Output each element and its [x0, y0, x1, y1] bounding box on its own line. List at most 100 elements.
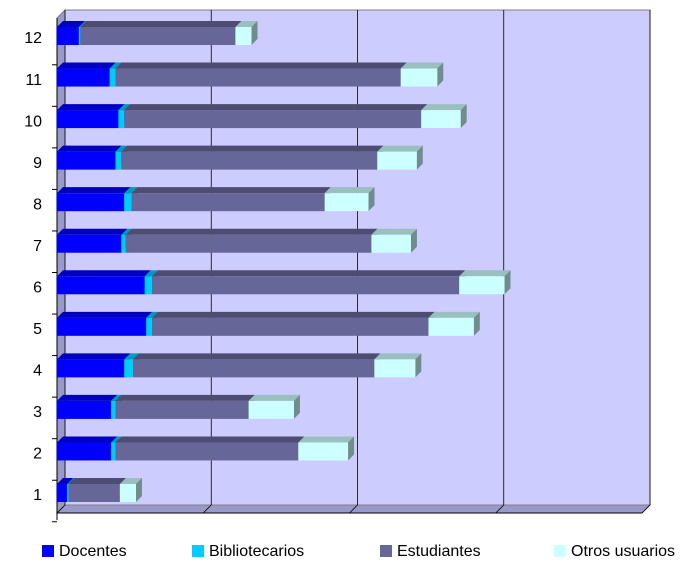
bar-top: [324, 187, 375, 194]
bar-top: [67, 478, 75, 484]
bar-top: [121, 228, 132, 235]
bar-top: [400, 62, 444, 69]
bar: [68, 484, 120, 502]
bar-top: [152, 270, 466, 277]
bar-side: [348, 436, 355, 461]
bar-top: [80, 21, 242, 27]
y-tick-label: 5: [33, 321, 42, 338]
bar-top: [109, 62, 122, 69]
bar-top: [377, 145, 423, 152]
bar: [400, 68, 438, 87]
bar: [124, 110, 422, 129]
bar-top: [57, 311, 153, 318]
bar: [57, 151, 116, 170]
bar: [57, 68, 110, 87]
legend-label: Otros usuarios: [571, 543, 675, 560]
legend-swatch: [192, 545, 204, 557]
bar: [121, 234, 126, 253]
bar-top: [57, 228, 128, 235]
bar-top: [57, 145, 122, 152]
bar-top: [421, 104, 467, 111]
bar-top: [115, 436, 305, 443]
bar: [115, 68, 401, 87]
bar-top: [57, 21, 85, 27]
bar: [124, 359, 134, 378]
bar: [115, 442, 299, 461]
bar: [152, 317, 429, 336]
bar: [133, 359, 375, 378]
bar: [124, 193, 132, 212]
bar-top: [428, 311, 480, 318]
bar-side: [416, 145, 423, 170]
bar: [324, 193, 369, 212]
bar: [111, 442, 116, 461]
bar: [80, 27, 236, 45]
bar-top: [124, 187, 138, 194]
bar-side: [410, 228, 417, 253]
legend-swatch: [42, 545, 54, 557]
bar: [67, 484, 69, 502]
bar-top: [57, 104, 125, 111]
bar: [115, 151, 122, 170]
bar: [78, 27, 81, 45]
bar: [374, 359, 416, 378]
bar: [144, 276, 153, 295]
legend-label: Bibliotecarios: [209, 543, 304, 560]
bar-top: [371, 228, 417, 235]
bar-top: [57, 353, 131, 360]
bar-side: [460, 104, 467, 129]
legend-label: Estudiantes: [397, 543, 481, 560]
y-tick-label: 1: [33, 487, 42, 504]
bar-top: [119, 478, 142, 484]
bar-top: [298, 436, 355, 443]
bar-top: [115, 145, 128, 152]
bar-top: [57, 187, 131, 194]
bar-top: [124, 353, 140, 360]
tick-mark: [349, 504, 358, 514]
bar-top: [111, 436, 122, 443]
bar-side: [473, 311, 480, 336]
y-tick-label: 8: [33, 196, 42, 213]
y-tick-label: 3: [33, 404, 42, 421]
bar: [146, 317, 153, 336]
bar: [109, 68, 116, 87]
y-tick-label: 10: [24, 113, 42, 130]
tick-mark: [202, 504, 212, 514]
tick-mark: [56, 504, 66, 514]
legend-swatch: [380, 545, 392, 557]
bar-top: [111, 394, 122, 401]
bar-top: [115, 62, 407, 69]
y-tick-label: 11: [25, 72, 42, 89]
bar: [57, 27, 79, 45]
bar: [152, 276, 460, 295]
bar-top: [374, 353, 422, 360]
legend-swatch: [554, 545, 566, 557]
bar-side: [437, 62, 444, 87]
bar-top: [124, 104, 428, 111]
bar-top: [131, 187, 331, 194]
y-tick-label: 4: [33, 363, 42, 380]
tick-mark: [641, 504, 651, 514]
bar-top: [133, 353, 381, 360]
bar: [57, 234, 122, 253]
bar-top: [78, 21, 87, 27]
bar-top: [57, 478, 74, 484]
bar: [111, 400, 116, 419]
bar: [371, 234, 411, 253]
bar: [459, 276, 505, 295]
y-tick-label: 6: [33, 279, 42, 296]
bar-side: [368, 187, 375, 212]
bar: [131, 193, 325, 212]
bar: [235, 27, 252, 45]
bar-side: [135, 478, 142, 502]
bar-top: [146, 311, 159, 318]
bar-top: [57, 436, 118, 443]
bar: [57, 110, 119, 129]
bar: [57, 193, 125, 212]
y-tick-label: 12: [24, 30, 42, 47]
bar: [57, 276, 145, 295]
y-tick-label: 7: [33, 238, 42, 255]
bar: [377, 151, 417, 170]
bar: [118, 110, 125, 129]
bar: [119, 484, 136, 502]
